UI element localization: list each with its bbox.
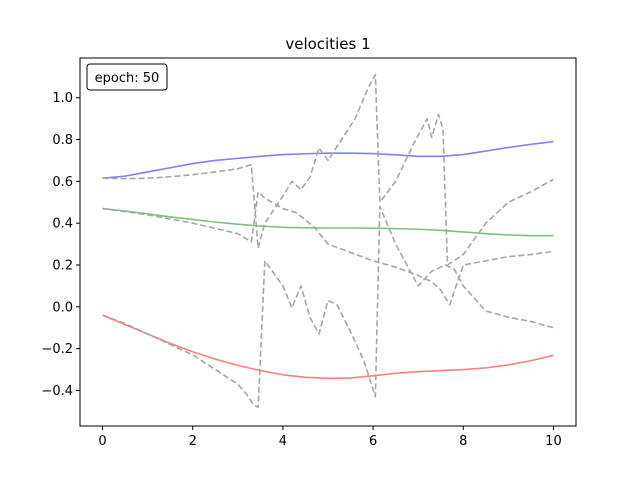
y-tick-label: 0.0 <box>52 300 73 315</box>
series-line-3 <box>102 73 554 266</box>
x-tick-label: 10 <box>545 434 562 449</box>
ticks-layer: 0 2 4 6 8 10 −0.4 −0.2 0.0 0.2 0.4 0.6 0.8 1.0 <box>41 91 561 449</box>
chart-title: velocities 1 <box>285 35 370 53</box>
series-line-5 <box>102 205 554 408</box>
series-line-4 <box>102 191 554 306</box>
x-tick-label: 6 <box>369 434 377 449</box>
series-line-0 <box>102 140 554 180</box>
epoch-annotation: epoch: 50 <box>86 63 168 91</box>
x-tick-label: 8 <box>459 434 467 449</box>
series-layer <box>102 73 554 408</box>
y-tick-label: 0.8 <box>52 133 73 148</box>
y-tick-label: 0.6 <box>52 175 73 190</box>
y-tick-label: −0.2 <box>41 342 73 357</box>
series-line-2 <box>102 314 554 380</box>
y-tick-label: 0.4 <box>52 217 73 232</box>
annotation-text: epoch: 50 <box>95 71 160 86</box>
y-tick-label: 1.0 <box>52 91 73 106</box>
y-tick-label: −0.4 <box>41 384 73 399</box>
x-tick-label: 0 <box>98 434 106 449</box>
annotation-box <box>86 63 168 91</box>
x-tick-label: 2 <box>189 434 197 449</box>
x-tick-label: 4 <box>279 434 287 449</box>
y-tick-label: 0.2 <box>52 259 73 274</box>
axes-frame <box>79 57 577 427</box>
